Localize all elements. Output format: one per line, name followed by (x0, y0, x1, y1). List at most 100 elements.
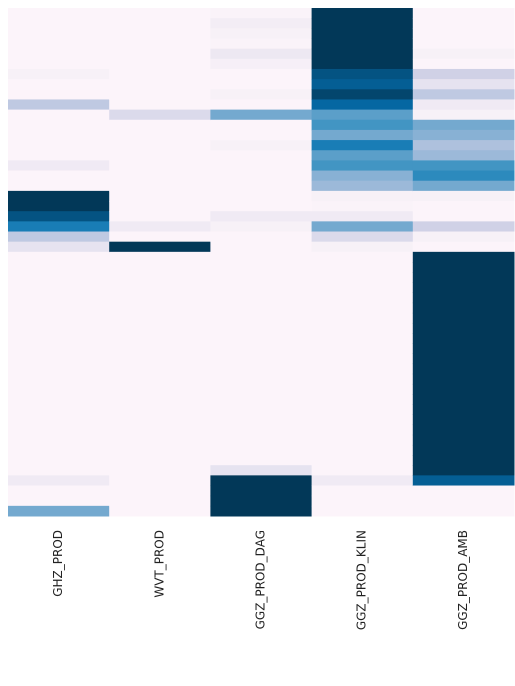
heat-cell (210, 231, 313, 243)
heat-cell (109, 48, 211, 60)
heat-cell (210, 282, 313, 293)
heat-cell (210, 140, 313, 151)
column-label: WVT_PROD (152, 530, 166, 598)
heat-cell (412, 251, 515, 263)
heat-cell (109, 150, 211, 161)
column-label: GHZ_PROD (51, 530, 65, 597)
heat-cell (311, 109, 414, 121)
heat-cell (8, 8, 110, 19)
heat-cell (8, 48, 110, 60)
heat-cell (109, 434, 211, 446)
heat-cell (311, 140, 414, 151)
heat-cell (109, 262, 211, 273)
heat-cell (210, 302, 313, 314)
heat-cell (412, 211, 515, 222)
heat-cell (210, 373, 313, 385)
heat-cell (8, 211, 110, 222)
heat-cell (412, 38, 515, 50)
heat-cell (311, 8, 414, 19)
heat-cell (412, 434, 515, 446)
heat-cell (311, 201, 414, 212)
heat-cell (210, 485, 313, 497)
heat-cell (8, 404, 110, 415)
heat-cell (210, 190, 313, 202)
heat-cell (8, 292, 110, 304)
heat-cell (210, 343, 313, 354)
heat-cell (8, 28, 110, 39)
heat-cell (8, 485, 110, 497)
heat-cell (412, 333, 515, 344)
heat-cell (311, 414, 414, 426)
heat-cell (412, 89, 515, 100)
heat-cell (412, 404, 515, 415)
heat-cell (210, 424, 313, 436)
heat-cell (8, 89, 110, 100)
heat-cell (412, 190, 515, 202)
heat-cell (412, 8, 515, 19)
heat-cell (412, 444, 515, 456)
heat-cell (210, 28, 313, 39)
heat-cell (210, 241, 313, 253)
heat-cell (210, 333, 313, 344)
heat-cell (109, 211, 211, 222)
heat-cell (8, 201, 110, 212)
heat-cell (412, 424, 515, 436)
heat-cell (109, 424, 211, 436)
heat-cell (109, 394, 211, 405)
heat-cell (8, 79, 110, 90)
heat-cell (311, 505, 414, 517)
heat-cell (412, 475, 515, 487)
heat-cell (109, 190, 211, 202)
heat-cell (8, 424, 110, 436)
heat-cell (210, 495, 313, 507)
heat-cell (210, 404, 313, 415)
heat-cell (311, 150, 414, 161)
heat-cell (311, 363, 414, 375)
heat-cell (8, 414, 110, 426)
heat-cell (210, 38, 313, 50)
heat-cell (8, 221, 110, 233)
heat-cell (210, 129, 313, 141)
heat-cell (109, 292, 211, 304)
heat-cell (311, 58, 414, 70)
heat-cell (109, 485, 211, 497)
heat-cell (109, 333, 211, 344)
heat-cell (8, 353, 110, 365)
heat-cell (412, 99, 515, 111)
heat-cell (109, 363, 211, 375)
heat-cell (412, 221, 515, 233)
heat-cell (8, 343, 110, 354)
heat-cell (311, 455, 414, 466)
heat-cell (412, 312, 515, 324)
heat-cell (412, 79, 515, 90)
heat-cell (311, 170, 414, 182)
heat-cell (8, 363, 110, 375)
heat-cell (109, 8, 211, 19)
heat-cell (8, 272, 110, 283)
heat-cell (311, 465, 414, 476)
heat-cell (210, 475, 313, 487)
heat-cell (109, 201, 211, 212)
heat-cell (210, 312, 313, 324)
heat-cell (412, 505, 515, 517)
heat-cell (8, 505, 110, 517)
heat-cell (109, 221, 211, 233)
heat-cell (109, 160, 211, 172)
heat-cell (311, 180, 414, 192)
heat-cell (412, 272, 515, 283)
heat-cell (109, 353, 211, 365)
heat-cell (311, 404, 414, 415)
heat-cell (210, 58, 313, 70)
heat-cell (311, 383, 414, 395)
heat-cell (109, 170, 211, 182)
heat-cell (311, 485, 414, 497)
heat-cell (210, 89, 313, 100)
heat-cell (109, 455, 211, 466)
heat-cell (210, 444, 313, 456)
heat-cell (311, 18, 414, 29)
heat-cell (412, 231, 515, 243)
heat-cell (412, 363, 515, 375)
heat-cell (8, 333, 110, 344)
heat-cell (210, 180, 313, 192)
